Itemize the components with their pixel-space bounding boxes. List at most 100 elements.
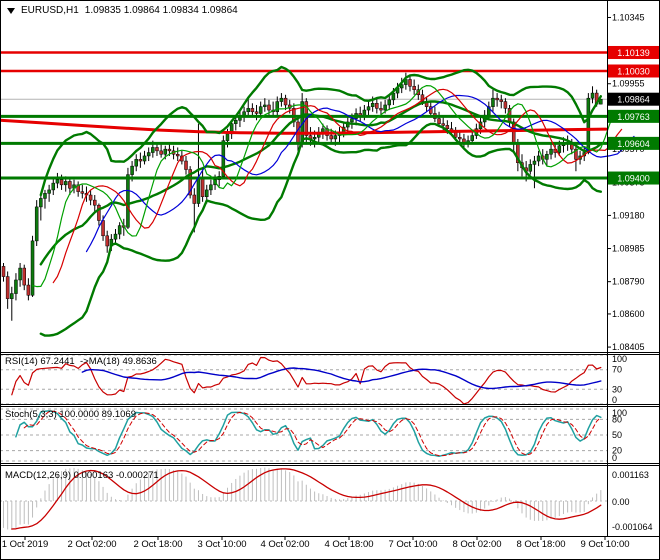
candle-body [59,179,64,186]
price-badge [608,109,659,123]
candle-body [192,194,197,204]
price-badge-label: 1.10030 [617,66,650,76]
price-badge [608,92,659,106]
candle-body [175,153,180,157]
candle-body [549,148,553,155]
candle-body [254,111,259,114]
candle-body [63,181,68,186]
candle-body [117,225,122,235]
symbol-period-label: EURUSD,H1 [21,5,79,16]
alligator-lips-line [31,85,614,288]
candle-body [383,104,387,111]
candle-body [263,104,267,107]
candle-body [557,145,562,153]
candle-body [68,181,72,189]
candle-body [528,164,533,172]
rsi-ma-line [81,367,602,390]
candle-body [312,137,317,140]
price-badge-label: 1.09604 [617,139,650,149]
candle-body [275,101,280,113]
candle-body [545,153,549,160]
macd-axis-label: 0.001163 [612,470,649,480]
chevron-down-icon[interactable] [7,7,15,14]
candle-body [387,99,392,106]
candle-body [234,120,238,124]
price-badge-label: 1.09763 [617,112,650,122]
bollinger-upper-band [39,65,602,197]
alligator-teeth-line [52,88,623,284]
candle-body [205,189,209,197]
ohlc-values: 1.09835 1.09864 1.09834 1.09864 [84,5,238,16]
candle-body [250,108,255,113]
candle-body [134,159,138,167]
candle-body [574,148,578,160]
candle-body [283,97,288,106]
stoch-axis-label: 80 [612,414,622,424]
candle-body [532,160,537,165]
candle-body [370,103,375,107]
price-badge-label: 1.09400 [617,174,650,184]
candles-layer [1,72,603,321]
candle-body [159,150,163,155]
candle-body [379,108,383,111]
candle-body [391,92,396,101]
candle-body [188,169,192,196]
candle-body [55,179,60,184]
candle-body [458,137,462,140]
candle-body [491,97,495,107]
rsi-line [11,356,602,405]
candle-body [470,135,474,141]
y-axis-tick-label: 1.09180 [612,210,645,220]
candle-body [420,94,425,102]
candle-body [113,233,118,240]
candle-body [267,104,271,111]
price-badge [608,171,659,185]
x-axis-label: 8 Oct 18:00 [516,539,565,550]
y-axis-tick-label: 1.08600 [612,309,645,319]
x-axis-label: 4 Oct 02:00 [260,539,309,550]
stoch-indicator-label: Stoch(5,3,3) 100.0000 89.1069 [5,409,136,420]
candle-body [34,206,39,242]
x-axis-label: 2 Oct 02:00 [67,539,116,550]
ma200-line [0,118,608,135]
y-axis-tick-label: 1.09955 [612,79,645,89]
candle-body [18,267,22,281]
candle-body [437,118,441,124]
candle-body [39,198,43,208]
candle-body [375,103,379,109]
candle-body [97,204,101,221]
alligator-jaw-line [85,94,635,253]
candle-body [329,135,333,140]
stoch-axis-label: 100 [612,408,627,418]
candle-body [26,284,31,296]
candle-body [30,240,35,296]
candle-body [246,108,250,113]
candle-body [366,106,371,111]
candle-body [184,160,188,170]
candle-body [163,148,168,155]
bollinger-lower-band [39,122,602,337]
candle-body [167,148,172,152]
candle-body [503,101,508,109]
candle-body [536,155,541,162]
y-axis-tick-label: 1.08405 [612,342,645,352]
candle-body [350,118,354,123]
candle-body [146,152,151,157]
x-axis-label: 7 Oct 10:00 [388,539,437,550]
candle-body [155,147,159,152]
macd-axis-label: -0.001064 [612,522,653,532]
candle-body [200,177,205,197]
x-axis-label: 9 Oct 10:00 [580,539,629,550]
candle-body [499,99,504,102]
candle-body [599,98,603,105]
candle-body [126,174,130,228]
candle-body [399,84,404,89]
candle-body [408,79,412,87]
candle-body [196,177,201,204]
price-badge [608,136,659,150]
stoch-axis-label: 0 [612,453,617,463]
stoch-k-line [15,410,602,458]
